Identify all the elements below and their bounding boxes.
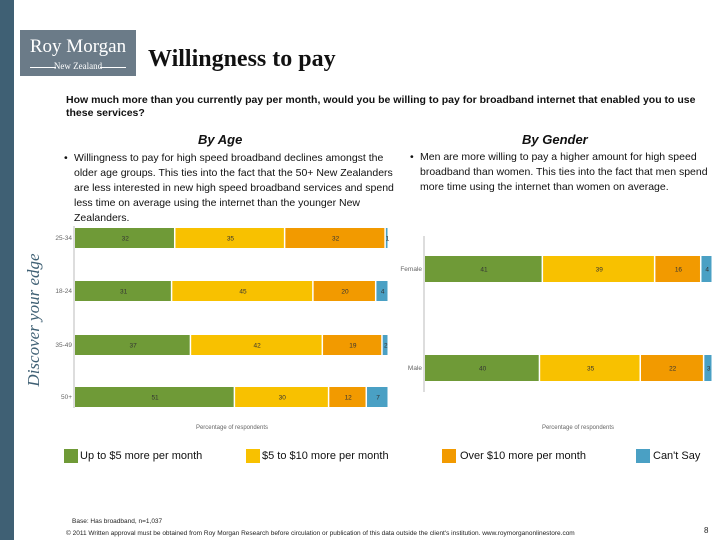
bar-value-label: 1	[386, 236, 390, 243]
gender-bullet: • Men are more willing to pay a higher a…	[410, 150, 710, 195]
bar-over-10	[641, 355, 703, 381]
legend-label-up-to-5: Up to $5 more per month	[80, 450, 203, 462]
bar-value-label: 22	[669, 366, 677, 373]
bar-value-label: 4	[381, 289, 385, 296]
bar-value-label: 32	[122, 236, 130, 243]
bar-5-to-10	[191, 335, 322, 355]
bar-up-to-5	[75, 335, 190, 355]
bar-cant-say	[367, 387, 388, 407]
bullet-dot: •	[410, 151, 414, 163]
bar-value-label: 31	[120, 289, 128, 296]
bar-up-to-5	[75, 387, 234, 407]
bar-value-label: 30	[279, 395, 287, 402]
bar-value-label: 35	[587, 366, 595, 373]
legend-swatch-over-10	[442, 449, 456, 463]
bar-value-label: 42	[254, 343, 262, 350]
bar-5-to-10	[543, 256, 654, 282]
bar-cant-say	[701, 256, 712, 282]
bar-value-label: 19	[349, 343, 357, 350]
legend-swatch-cant-say	[636, 449, 650, 463]
bar-value-label: 40	[479, 366, 487, 373]
category-label: Female	[400, 266, 422, 273]
bar-value-label: 35	[227, 236, 235, 243]
logo-line-left	[30, 67, 56, 68]
legend-swatch-5-to-10	[246, 449, 260, 463]
bar-cant-say	[376, 281, 388, 301]
category-label: 18-24	[55, 288, 72, 295]
bar-value-label: 4	[705, 267, 709, 274]
page-title: Willingness to pay	[148, 46, 336, 72]
gender-xlabel: Percentage of respondents	[542, 425, 614, 431]
bar-value-label: 45	[239, 289, 247, 296]
bar-value-label: 2	[384, 343, 388, 350]
bar-5-to-10	[172, 281, 313, 301]
bar-over-10	[655, 256, 700, 282]
age-bullet-text: Willingness to pay for high speed broadb…	[74, 152, 394, 224]
category-label: 25-34	[55, 235, 72, 242]
survey-question: How much more than you currently pay per…	[66, 94, 696, 119]
bar-up-to-5	[425, 355, 539, 381]
legend-label-over-10: Over $10 more per month	[460, 450, 586, 462]
category-label: Male	[408, 365, 422, 372]
roy-morgan-logo: Roy Morgan New Zealand	[20, 30, 136, 76]
bar-up-to-5	[75, 281, 171, 301]
bullet-dot: •	[64, 152, 68, 164]
bar-value-label: 41	[480, 267, 488, 274]
bar-value-label: 3	[707, 366, 711, 373]
legend-label-5-to-10: $5 to $10 more per month	[262, 450, 389, 462]
bar-over-10	[329, 387, 366, 407]
bar-value-label: 37	[129, 343, 137, 350]
bar-up-to-5	[425, 256, 542, 282]
gender-chart: Percentage of respondents Female 41 39 16 4 M…	[400, 236, 712, 431]
age-xlabel: Percentage of respondents	[196, 425, 268, 431]
page-number: 8	[704, 526, 709, 535]
legend-swatch-up-to-5	[64, 449, 78, 463]
bar-over-10	[313, 281, 375, 301]
sidebar-strip	[0, 0, 14, 540]
bar-value-label: 32	[332, 236, 340, 243]
bar-value-label: 51	[151, 395, 159, 402]
bar-over-10	[323, 335, 382, 355]
bar-5-to-10	[175, 228, 284, 248]
logo-name: Roy Morgan	[29, 36, 127, 57]
bar-value-label: 20	[341, 289, 349, 296]
category-label: 50+	[61, 394, 72, 401]
bar-over-10	[285, 228, 385, 248]
bar-cant-say	[385, 228, 388, 248]
gender-bullet-text: Men are more willing to pay a higher amo…	[420, 151, 708, 193]
bar-cant-say	[704, 355, 712, 381]
age-chart: Percentage of respondents 25-34 32 35 32 1 18…	[55, 226, 390, 431]
age-bullet: • Willingness to pay for high speed broa…	[64, 151, 400, 226]
bar-value-label: 39	[596, 267, 604, 274]
logo-sub: New Zealand	[53, 61, 103, 71]
bar-up-to-5	[75, 228, 174, 248]
bar-5-to-10	[235, 387, 328, 407]
bar-cant-say	[382, 335, 388, 355]
by-age-title: By Age	[198, 132, 243, 147]
bar-value-label: 16	[675, 267, 683, 274]
bar-value-label: 7	[376, 395, 380, 402]
copyright-note: © 2011 Written approval must be obtained…	[66, 530, 575, 537]
base-note: Base: Has broadband, n=1,037	[72, 518, 163, 525]
category-label: 35-49	[55, 342, 72, 349]
bar-5-to-10	[540, 355, 640, 381]
logo-line-right	[100, 67, 126, 68]
bar-value-label: 12	[345, 395, 353, 402]
by-gender-title: By Gender	[522, 132, 588, 147]
legend-label-cant-say: Can't Say	[653, 450, 701, 462]
